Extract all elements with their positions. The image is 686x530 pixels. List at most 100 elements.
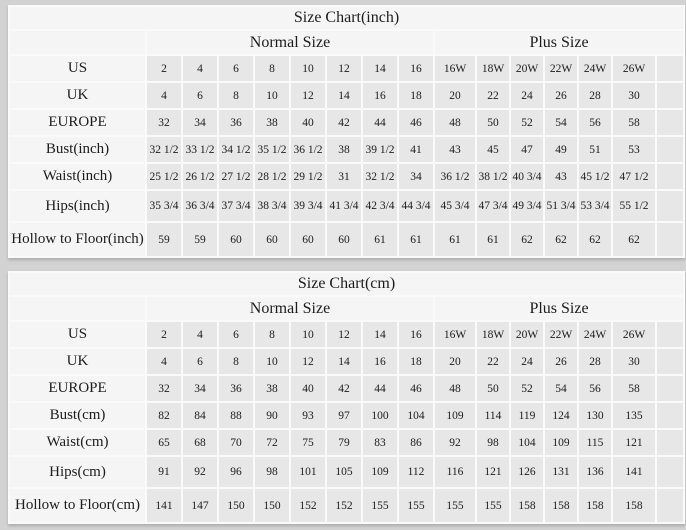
size-cell: 61 (361, 221, 399, 258)
size-cell: 51 3/4 (543, 189, 579, 223)
size-cell: 20 (433, 347, 477, 376)
size-cell: 152 (325, 487, 363, 524)
size-cell: 84 (181, 401, 219, 430)
table-row: Hips(inch) 35 3/4 36 3/4 37 3/4 38 3/4 39 3/4… (8, 189, 686, 223)
size-cell: 158 (543, 487, 579, 524)
table-row: EUROPE 32 34 36 38 40 42 44 46 48 50 52 54 56 58 (8, 374, 686, 403)
filler-cell (654, 428, 686, 457)
size-cell: 42 (325, 108, 363, 137)
size-cell: 75 (289, 428, 327, 457)
row-header: Hips(inch) (8, 189, 147, 223)
size-cell: 38 (253, 374, 291, 403)
table-row: Waist(inch) 25 1/2 26 1/2 27 1/2 28 1/2 29 1/… (8, 162, 686, 191)
size-cell: 35 1/2 (253, 135, 291, 164)
size-cell: 119 (509, 401, 545, 430)
size-cell: 8 (253, 54, 291, 83)
table-row: US 2 4 6 8 10 12 14 16 16W 18W 20W 22W 24W 26W (8, 320, 686, 349)
size-cell: 18W (475, 54, 511, 83)
size-cell: 27 1/2 (217, 162, 255, 191)
column-group-row: Normal Size Plus Size (8, 295, 686, 322)
size-cell: 34 (181, 108, 219, 137)
size-cell: 92 (181, 455, 219, 489)
size-chart-cm-table: Size Chart(cm) Normal Size Plus Size US 2… (7, 271, 686, 524)
row-header: UK (8, 347, 147, 376)
size-cell: 4 (181, 320, 219, 349)
row-header: US (8, 54, 147, 83)
table-row: Bust(cm) 82 84 88 90 93 97 100 104 109 114 119 124 13… (8, 401, 686, 430)
table-body: US 2 4 6 8 10 12 14 16 16W 18W 20W 22W 24W 26W UK 4 6 8 10 1… (8, 320, 686, 524)
size-cell: 114 (475, 401, 511, 430)
row-header: Hollow to Floor(cm) (8, 487, 147, 524)
row-header: US (8, 320, 147, 349)
size-cell: 46 (397, 374, 435, 403)
size-cell: 86 (397, 428, 435, 457)
table-row: Waist(cm) 65 68 70 72 75 79 83 86 92 98 104 109 115 12… (8, 428, 686, 457)
size-cell: 105 (325, 455, 363, 489)
filler-cell (654, 347, 686, 376)
size-cell: 47 3/4 (475, 189, 511, 223)
size-cell: 6 (181, 81, 219, 110)
size-cell: 2 (145, 320, 183, 349)
size-cell: 121 (611, 428, 657, 457)
size-cell: 4 (145, 347, 183, 376)
size-cell: 6 (217, 320, 255, 349)
size-cell: 124 (543, 401, 579, 430)
size-cell: 39 1/2 (361, 135, 399, 164)
size-cell: 42 (325, 374, 363, 403)
table-row: UK 4 6 8 10 12 14 16 18 20 22 24 26 28 30 (8, 347, 686, 376)
size-cell: 44 (361, 108, 399, 137)
size-cell: 32 1/2 (361, 162, 399, 191)
size-cell: 24W (577, 320, 613, 349)
size-cell: 22W (543, 320, 579, 349)
table-row: Bust(inch) 32 1/2 33 1/2 34 1/2 35 1/2 36 1/2… (8, 135, 686, 164)
size-cell: 36 (217, 374, 255, 403)
chart-title: Size Chart(cm) (7, 271, 686, 297)
column-group-normal-size: Normal Size (145, 29, 435, 56)
size-cell: 38 3/4 (253, 189, 291, 223)
size-cell: 32 1/2 (145, 135, 183, 164)
size-cell: 88 (217, 401, 255, 430)
size-cell: 12 (289, 81, 327, 110)
size-cell: 83 (361, 428, 399, 457)
size-cell: 104 (509, 428, 545, 457)
size-cell: 54 (543, 374, 579, 403)
size-cell: 47 1/2 (611, 162, 657, 191)
size-cell: 26 (543, 347, 579, 376)
size-cell: 28 1/2 (253, 162, 291, 191)
row-header: Bust(inch) (8, 135, 147, 164)
size-cell: 158 (509, 487, 545, 524)
size-cell: 59 (181, 221, 219, 258)
size-cell: 65 (145, 428, 183, 457)
size-cell: 42 3/4 (361, 189, 399, 223)
size-cell: 51 (577, 135, 613, 164)
size-cell: 20W (509, 320, 545, 349)
filler-cell (654, 455, 686, 489)
size-cell: 28 (577, 81, 613, 110)
size-cell: 155 (475, 487, 511, 524)
size-cell: 38 (325, 135, 363, 164)
size-cell: 130 (577, 401, 613, 430)
size-cell: 45 3/4 (433, 189, 477, 223)
column-group-plus-size: Plus Size (432, 29, 686, 56)
size-cell: 52 (509, 374, 545, 403)
size-cell: 12 (325, 320, 363, 349)
size-cell: 48 (433, 108, 477, 137)
size-cell: 25 1/2 (145, 162, 183, 191)
size-cell: 22 (475, 347, 511, 376)
size-cell: 32 (145, 374, 183, 403)
size-cell: 14 (325, 347, 363, 376)
size-cell: 109 (361, 455, 399, 489)
size-cell: 92 (433, 428, 477, 457)
size-cell: 121 (475, 455, 511, 489)
table-row: US 2 4 6 8 10 12 14 16 16W 18W 20W 22W 24W 26W (8, 54, 686, 83)
size-cell: 10 (253, 81, 291, 110)
column-group-row: Normal Size Plus Size (8, 29, 686, 56)
size-cell: 150 (253, 487, 291, 524)
size-cell: 12 (325, 54, 363, 83)
size-cell: 101 (289, 455, 327, 489)
size-cell: 6 (217, 54, 255, 83)
size-cell: 98 (475, 428, 511, 457)
size-cell: 40 (289, 374, 327, 403)
size-cell: 10 (289, 54, 327, 83)
